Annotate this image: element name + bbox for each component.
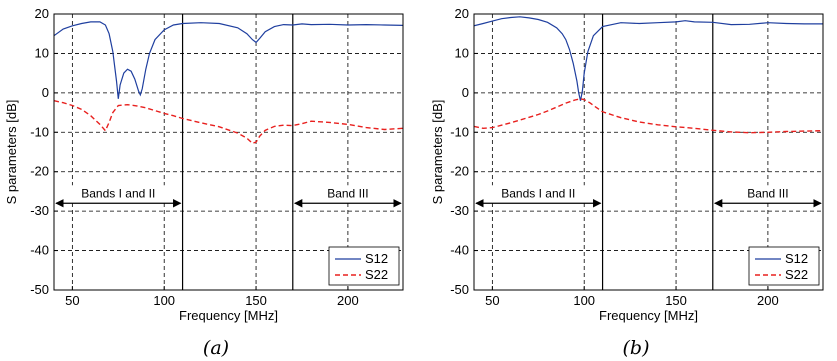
legend-label-s22: S22 <box>785 267 808 282</box>
plot-area <box>54 14 403 290</box>
legend-label-s22: S22 <box>365 267 388 282</box>
x-axis-label: Frequency [MHz] <box>599 308 698 323</box>
y-tick-label: 0 <box>42 85 49 100</box>
y-tick-label: -20 <box>30 164 49 179</box>
caption-b: (b) <box>623 337 650 359</box>
legend-box <box>748 246 820 286</box>
x-tick-label: 150 <box>665 293 687 308</box>
y-tick-label: -40 <box>450 243 469 258</box>
caption-a: (a) <box>203 337 229 359</box>
x-tick-label: 100 <box>153 293 175 308</box>
band-label-bg <box>68 185 169 201</box>
y-axis-label: S parameters [dB] <box>4 100 19 205</box>
y-tick-label: -50 <box>30 282 49 297</box>
y-tick-label: 0 <box>462 85 469 100</box>
series-line-s12 <box>54 21 403 99</box>
band-label: Bands I and II <box>501 186 575 200</box>
series-line-s12 <box>474 16 823 101</box>
y-axis-label: S parameters [dB] <box>430 100 445 205</box>
x-axis-label: Frequency [MHz] <box>179 308 278 323</box>
x-tick-label: 200 <box>757 293 779 308</box>
x-tick-label: 100 <box>573 293 595 308</box>
band-label: Band III <box>327 186 368 200</box>
series-line-s22 <box>54 100 403 145</box>
y-tick-label: 10 <box>455 45 469 60</box>
plot-frame <box>53 13 404 291</box>
band-label: Band III <box>747 186 788 200</box>
band-label-bg <box>488 185 589 201</box>
x-tick-label: 50 <box>65 293 79 308</box>
y-tick-label: -40 <box>30 243 49 258</box>
series-line-s22 <box>474 98 823 134</box>
plot-area <box>474 14 823 290</box>
band-label-bg <box>317 185 379 201</box>
band-label: Bands I and II <box>81 186 155 200</box>
legend-box <box>328 246 400 286</box>
y-tick-label: -30 <box>30 203 49 218</box>
plot-frame <box>473 13 824 291</box>
legend-label-s12: S12 <box>785 251 808 266</box>
y-tick-label: -50 <box>450 282 469 297</box>
x-tick-label: 200 <box>337 293 359 308</box>
legend-label-s12: S12 <box>365 251 388 266</box>
y-tick-label: 10 <box>35 45 49 60</box>
y-tick-label: 20 <box>455 6 469 21</box>
y-tick-label: -10 <box>30 124 49 139</box>
y-tick-label: 20 <box>35 6 49 21</box>
x-tick-label: 50 <box>485 293 499 308</box>
y-tick-label: -20 <box>450 164 469 179</box>
band-label-bg <box>737 185 799 201</box>
x-tick-label: 150 <box>245 293 267 308</box>
y-tick-label: -30 <box>450 203 469 218</box>
y-tick-label: -10 <box>450 124 469 139</box>
